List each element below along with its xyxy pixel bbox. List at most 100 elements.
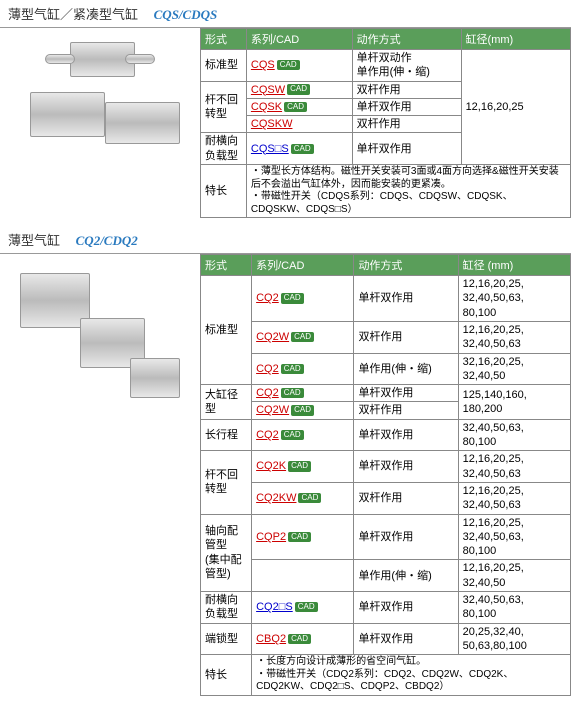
- series-link[interactable]: CQ2K: [256, 460, 286, 472]
- title-cn: 薄型气缸: [8, 233, 60, 248]
- cell-series: CQ2CAD: [252, 419, 354, 451]
- cell-series: CBQ2CAD: [252, 623, 354, 655]
- cad-badge[interactable]: CAD: [281, 388, 304, 398]
- header-row: 形式 系列/CAD 动作方式 缸径(mm): [201, 29, 571, 50]
- cell-bore: 20,25,32,40, 50,63,80,100: [458, 623, 570, 655]
- cell-type: 大缸径型: [201, 385, 252, 420]
- cell-series: CQS□SCAD: [246, 133, 352, 165]
- series-link[interactable]: CQ2KW: [256, 492, 296, 504]
- series-link[interactable]: CQS□S: [251, 143, 289, 155]
- table-row: 端锁型 CBQ2CAD 单杆双作用 20,25,32,40, 50,63,80,…: [201, 623, 571, 655]
- feature-text: ・薄型长方体结构。磁性开关安装可3面或4面方向选择&磁性开关安装后不会溢出气缸体…: [246, 165, 570, 218]
- series-link[interactable]: CQSKW: [251, 118, 293, 130]
- series-link[interactable]: CQ2: [256, 292, 279, 304]
- cell-type: 杆不回转型: [201, 81, 247, 133]
- cell-action: 双杆作用: [354, 482, 458, 514]
- cad-badge[interactable]: CAD: [284, 102, 307, 112]
- cell-action: 单杆双作用: [352, 98, 461, 115]
- cad-badge[interactable]: CAD: [281, 430, 304, 440]
- cell-action: 单杆双动作 单作用(伸・缩): [352, 50, 461, 82]
- cell-series: CQ2CAD: [252, 276, 354, 322]
- table-row: 长行程 CQ2CAD 单杆双作用 32,40,50,63, 80,100: [201, 419, 571, 451]
- series-link[interactable]: CBQ2: [256, 633, 286, 645]
- cad-badge[interactable]: CAD: [288, 532, 311, 542]
- cell-bore: 125,140,160, 180,200: [458, 385, 570, 420]
- cad-badge[interactable]: CAD: [298, 493, 321, 503]
- section-header: 薄型气缸／紧凑型气缸 CQS/CDQS: [0, 0, 571, 27]
- cell-series: CQP2CAD: [252, 514, 354, 560]
- cell-bore: 32,16,20,25, 32,40,50: [458, 353, 570, 385]
- cad-badge[interactable]: CAD: [291, 144, 314, 154]
- cad-badge[interactable]: CAD: [287, 84, 310, 94]
- series-link[interactable]: CQSK: [251, 101, 282, 113]
- cell-type: 标准型: [201, 276, 252, 385]
- cell-action: 双杆作用: [352, 116, 461, 133]
- cell-series: CQ2WCAD: [252, 402, 354, 419]
- cell-type: 长行程: [201, 419, 252, 451]
- table-column: 形式 系列/CAD 动作方式 缸径(mm) 标准型 CQSCAD 单杆双动作 单…: [200, 28, 571, 218]
- series-link[interactable]: CQ2: [256, 363, 279, 375]
- cell-action: 单杆双作用: [354, 514, 458, 560]
- cell-series: [252, 560, 354, 592]
- cell-action: 单杆双作用: [354, 451, 458, 483]
- table-row: 耐横向负载型 CQ2□SCAD 单杆双作用 32,40,50,63, 80,10…: [201, 592, 571, 624]
- th-bore: 缸径(mm): [461, 29, 570, 50]
- cell-action: 双杆作用: [354, 321, 458, 353]
- cylinder-illustration: [10, 258, 190, 408]
- feature-label: 特长: [201, 165, 247, 218]
- cell-action: 双杆作用: [354, 402, 458, 419]
- cell-type: 杆不回转型: [201, 451, 252, 514]
- cell-action: 单杆双作用: [354, 419, 458, 451]
- table-row: 标准型 CQSCAD 单杆双动作 单作用(伸・缩) 12,16,20,25: [201, 50, 571, 82]
- title-cn: 薄型气缸／紧凑型气缸: [8, 7, 138, 22]
- cad-badge[interactable]: CAD: [295, 602, 318, 612]
- cad-badge[interactable]: CAD: [288, 634, 311, 644]
- header-row: 形式 系列/CAD 动作方式 缸径 (mm): [201, 255, 571, 276]
- feature-text: ・长度方向设计成薄形的省空间气缸。 ・带磁性开关（CDQ2系列：CDQ2、CDQ…: [252, 655, 571, 696]
- th-type: 形式: [201, 255, 252, 276]
- feature-label: 特长: [201, 655, 252, 696]
- series-link[interactable]: CQ2□S: [256, 601, 293, 613]
- cell-action: 双杆作用: [352, 81, 461, 98]
- cell-bore: 12,16,20,25: [461, 50, 570, 165]
- table-row: 标准型 CQ2CAD 单杆双作用 12,16,20,25, 32,40,50,6…: [201, 276, 571, 322]
- cell-bore: 12,16,20,25, 32,40,50,63: [458, 321, 570, 353]
- cell-series: CQ2CAD: [252, 385, 354, 402]
- series-link[interactable]: CQ2: [256, 429, 279, 441]
- cell-series: CQ2WCAD: [252, 321, 354, 353]
- cell-series: CQSWCAD: [246, 81, 352, 98]
- series-link[interactable]: CQ2W: [256, 404, 289, 416]
- cad-badge[interactable]: CAD: [288, 461, 311, 471]
- cad-badge[interactable]: CAD: [291, 405, 314, 415]
- cell-action: 单杆双作用: [354, 592, 458, 624]
- series-link[interactable]: CQ2W: [256, 331, 289, 343]
- series-link[interactable]: CQS: [251, 59, 275, 71]
- cell-action: 单作用(伸・缩): [354, 353, 458, 385]
- series-link[interactable]: CQSW: [251, 84, 285, 96]
- cell-series: CQ2□SCAD: [252, 592, 354, 624]
- layout: 形式 系列/CAD 动作方式 缸径(mm) 标准型 CQSCAD 单杆双动作 单…: [0, 28, 571, 218]
- series-link[interactable]: CQP2: [256, 531, 286, 543]
- series-link[interactable]: CQ2: [256, 387, 279, 399]
- cell-series: CQ2KWCAD: [252, 482, 354, 514]
- cell-type: 轴向配管型 (集中配管型): [201, 514, 252, 591]
- cell-series: CQ2KCAD: [252, 451, 354, 483]
- layout: 形式 系列/CAD 动作方式 缸径 (mm) 标准型 CQ2CAD 单杆双作用 …: [0, 254, 571, 696]
- image-column: [0, 254, 200, 696]
- spec-table: 形式 系列/CAD 动作方式 缸径(mm) 标准型 CQSCAD 单杆双动作 单…: [200, 28, 571, 218]
- cad-badge[interactable]: CAD: [281, 364, 304, 374]
- cell-type: 耐横向负载型: [201, 133, 247, 165]
- cell-series: CQ2CAD: [252, 353, 354, 385]
- cell-action: 单作用(伸・缩): [354, 560, 458, 592]
- cad-badge[interactable]: CAD: [277, 60, 300, 70]
- cell-series: CQSKW: [246, 116, 352, 133]
- cell-type: 标准型: [201, 50, 247, 82]
- image-column: [0, 28, 200, 218]
- cad-badge[interactable]: CAD: [291, 332, 314, 342]
- cad-badge[interactable]: CAD: [281, 293, 304, 303]
- th-series: 系列/CAD: [252, 255, 354, 276]
- th-bore: 缸径 (mm): [458, 255, 570, 276]
- table-column: 形式 系列/CAD 动作方式 缸径 (mm) 标准型 CQ2CAD 单杆双作用 …: [200, 254, 571, 696]
- table-row: CQ2KWCAD 双杆作用 12,16,20,25, 32,40,50,63: [201, 482, 571, 514]
- cell-action: 单杆双作用: [352, 133, 461, 165]
